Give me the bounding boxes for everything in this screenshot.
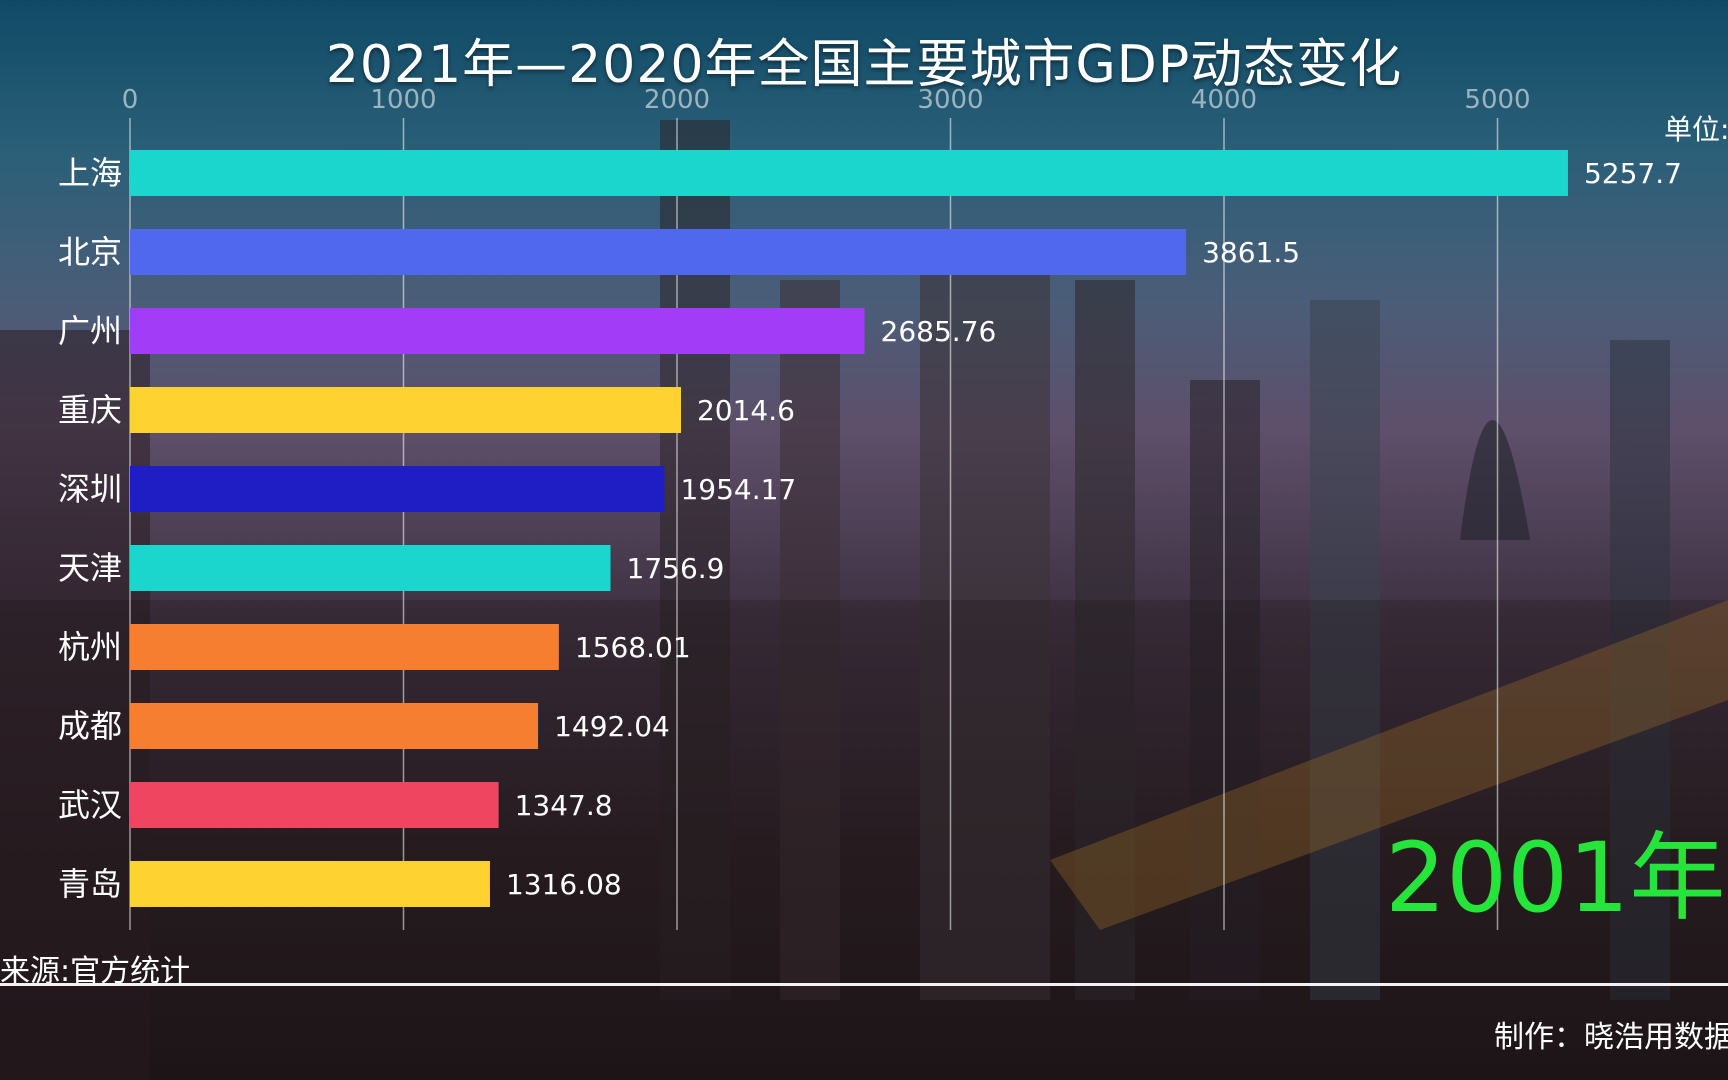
x-tick-label: 0 (122, 85, 139, 115)
category-label: 上海 (58, 154, 122, 192)
year-label: 2001年 (1385, 822, 1726, 934)
value-label: 5257.7 (1584, 157, 1682, 190)
x-tick-label: 1000 (370, 85, 436, 115)
category-label: 武汉 (58, 786, 122, 824)
credit-label: 制作：晓浩用数据 (1494, 1020, 1728, 1055)
value-label: 2014.6 (697, 394, 795, 427)
value-label: 1954.17 (680, 473, 796, 506)
x-tick-label: 3000 (917, 85, 983, 115)
x-tick-label: 4000 (1191, 85, 1257, 115)
bar (130, 387, 681, 433)
category-label: 青岛 (58, 865, 122, 903)
category-label: 北京 (58, 233, 122, 271)
bar (130, 703, 539, 749)
value-label: 1316.08 (506, 868, 622, 901)
bar (130, 466, 665, 512)
bar (130, 782, 499, 828)
bar (130, 229, 1187, 275)
bar (130, 545, 611, 591)
category-label: 深圳 (58, 470, 122, 508)
category-label: 重庆 (58, 391, 122, 429)
category-label: 天津 (58, 549, 122, 587)
footer-divider (0, 983, 1728, 986)
category-label: 广州 (58, 312, 122, 350)
bar (130, 861, 490, 907)
chart-title: 2021年—2020年全国主要城市GDP动态变化 (325, 35, 1403, 95)
value-label: 1756.9 (627, 552, 725, 585)
category-label: 成都 (58, 707, 122, 745)
value-label: 1568.01 (575, 631, 691, 664)
value-label: 1347.8 (515, 789, 613, 822)
bar (130, 624, 559, 670)
bar (130, 308, 865, 354)
value-label: 1492.04 (554, 710, 670, 743)
category-label: 杭州 (58, 628, 122, 666)
value-label: 2685.76 (881, 315, 997, 348)
unit-label: 单位: (1664, 113, 1728, 146)
x-tick-label: 5000 (1464, 85, 1530, 115)
value-label: 3861.5 (1202, 236, 1300, 269)
x-tick-label: 2000 (644, 85, 710, 115)
bar (130, 150, 1568, 196)
